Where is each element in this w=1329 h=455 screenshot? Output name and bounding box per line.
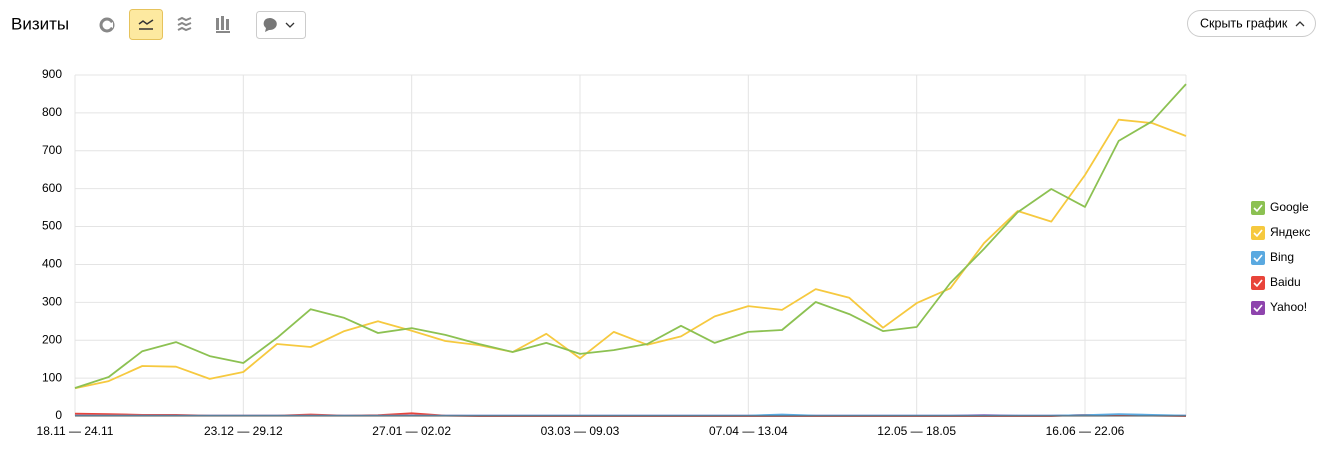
hide-chart-label[interactable]: Скрыть график: [1200, 16, 1288, 30]
series-line: [75, 84, 1186, 388]
bar-view-button[interactable]: [216, 16, 230, 33]
series-line: [75, 414, 1186, 416]
x-tick-label: 12.05 — 18.05: [877, 424, 956, 438]
legend-checkbox[interactable]: [1251, 226, 1265, 240]
series-line: [75, 120, 1186, 389]
x-tick-label: 18.11 — 24.11: [37, 424, 114, 438]
y-tick-label: 900: [42, 67, 62, 81]
x-tick-label: 27.01 — 02.02: [372, 424, 451, 438]
legend-label[interactable]: Baidu: [1270, 275, 1301, 289]
y-tick-label: 500: [42, 219, 62, 233]
legend-label[interactable]: Google: [1270, 200, 1309, 214]
legend-label[interactable]: Bing: [1270, 250, 1294, 264]
legend-label[interactable]: Яндекс: [1270, 225, 1310, 239]
x-tick-label: 16.06 — 22.06: [1046, 424, 1125, 438]
x-tick-label: 03.03 — 09.03: [541, 424, 620, 438]
y-tick-label: 400: [42, 257, 62, 271]
legend-checkbox[interactable]: [1251, 276, 1265, 290]
y-tick-label: 800: [42, 105, 62, 119]
pie-view-button[interactable]: [101, 19, 113, 31]
y-tick-label: 0: [55, 408, 62, 422]
toolbar-icons: [101, 10, 306, 40]
annotations-dropdown[interactable]: [257, 12, 306, 39]
legend-checkbox[interactable]: [1251, 251, 1265, 265]
y-tick-label: 600: [42, 181, 62, 195]
y-tick-label: 700: [42, 143, 62, 157]
y-tick-label: 200: [42, 332, 62, 346]
y-tick-label: 300: [42, 295, 62, 309]
y-tick-label: 100: [42, 370, 62, 384]
legend-checkbox[interactable]: [1251, 301, 1265, 315]
line-view-button[interactable]: [130, 10, 163, 40]
legend-checkbox[interactable]: [1251, 201, 1265, 215]
x-tick-label: 07.04 — 13.04: [709, 424, 788, 438]
page-title: Визиты: [11, 14, 69, 33]
area-view-button[interactable]: [178, 18, 191, 30]
legend-label[interactable]: Yahoo!: [1270, 300, 1307, 314]
hide-chart-button[interactable]: Скрыть график: [1188, 11, 1316, 37]
x-tick-label: 23.12 — 29.12: [204, 424, 283, 438]
